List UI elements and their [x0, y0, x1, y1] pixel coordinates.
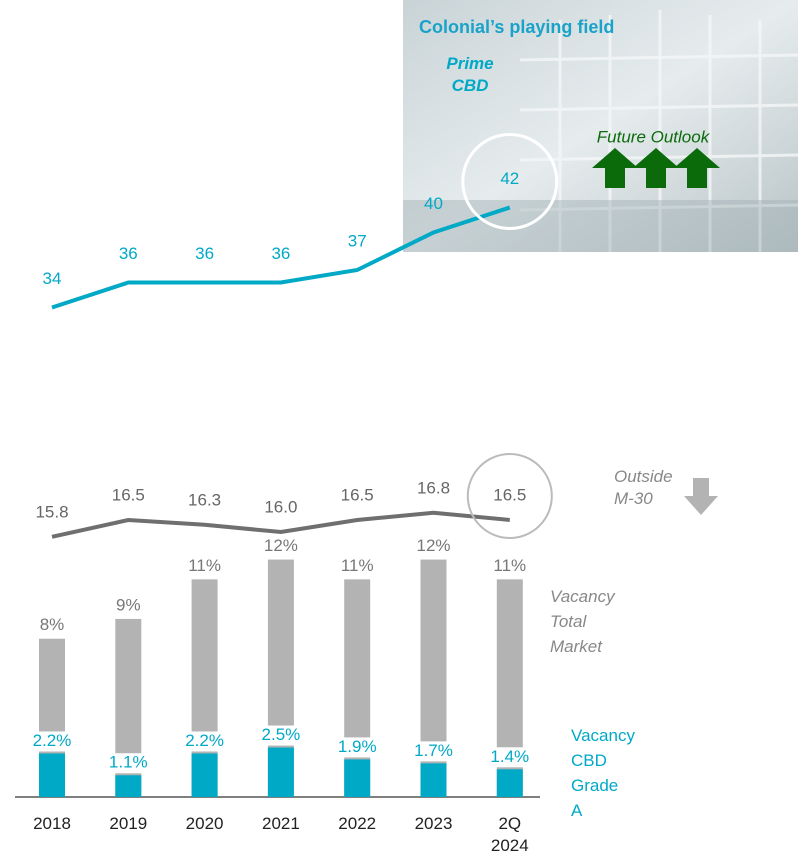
future-outlook: Future Outlook: [597, 127, 711, 146]
label-gap: [409, 741, 458, 762]
legend-label: Vacancy CBD Grade A: [571, 726, 635, 820]
value-label: 11%: [341, 556, 374, 575]
bar-cbd: [344, 759, 371, 797]
value-label: 2.2%: [33, 731, 72, 750]
legend-label: Vacancy Total Market: [550, 587, 616, 656]
label-gap: [333, 737, 382, 758]
value-label: 16.5: [493, 485, 526, 504]
value-label: 8%: [40, 615, 65, 634]
value-label: 1.4%: [490, 747, 529, 766]
value-label: 1.9%: [338, 737, 377, 756]
bar-cbd: [420, 763, 447, 797]
value-label: 16.3: [188, 490, 221, 509]
up-arrows: [592, 148, 720, 188]
highlight-circle: [466, 453, 553, 539]
x-tick-label: 2021: [262, 814, 300, 833]
value-label: 1.1%: [109, 753, 148, 772]
value-label: 34: [43, 269, 62, 288]
highlight-circle: [461, 133, 559, 230]
x-tick-label: 2023: [415, 814, 453, 833]
value-label: 40: [424, 194, 443, 213]
bar-cbd: [191, 753, 218, 797]
value-label: 2.2%: [185, 731, 224, 750]
bar-cbd: [496, 769, 523, 797]
value-label: 36: [271, 244, 290, 263]
x-tick-label: 2022: [338, 814, 376, 833]
value-label: 15.8: [35, 502, 68, 521]
prime-line: [51, 205, 511, 310]
value-label: 42: [500, 169, 519, 188]
label-gap: [180, 731, 229, 752]
down-arrow: [684, 478, 718, 515]
value-label: 12%: [416, 536, 450, 555]
value-label: 16.5: [341, 485, 374, 504]
value-label: 36: [195, 244, 214, 263]
bar-cbd: [115, 775, 142, 797]
x-tick-label: 2019: [109, 814, 147, 833]
bar-cbd: [39, 753, 65, 797]
box-title: Colonial’s playing field: [419, 17, 614, 37]
outside-line: [51, 510, 510, 539]
value-label: 37: [348, 231, 367, 250]
label-gap: [28, 731, 76, 752]
label-gap: [104, 753, 153, 774]
x-tick-label: 2020: [186, 814, 224, 833]
value-label: 16.5: [112, 485, 145, 504]
legend-label: Outside M-30: [614, 467, 673, 508]
bar-total: [420, 559, 447, 797]
series-name: Prime CBD: [446, 54, 493, 95]
value-label: 16.8: [417, 478, 450, 497]
x-tick-label: 2Q 2024: [491, 814, 529, 855]
label-gap: [256, 725, 305, 746]
value-label: 12%: [264, 536, 298, 555]
value-label: 16.0: [264, 497, 297, 516]
x-tick-label: 2018: [33, 814, 71, 833]
value-label: 2.5%: [262, 725, 301, 744]
label-gap: [485, 747, 534, 768]
value-label: 9%: [116, 595, 141, 614]
value-label: 11%: [188, 556, 221, 575]
value-label: 11%: [493, 556, 526, 575]
building-photo: [403, 0, 798, 252]
value-label: 36: [119, 244, 138, 263]
bar-cbd: [267, 747, 294, 797]
value-label: 1.7%: [414, 741, 453, 760]
